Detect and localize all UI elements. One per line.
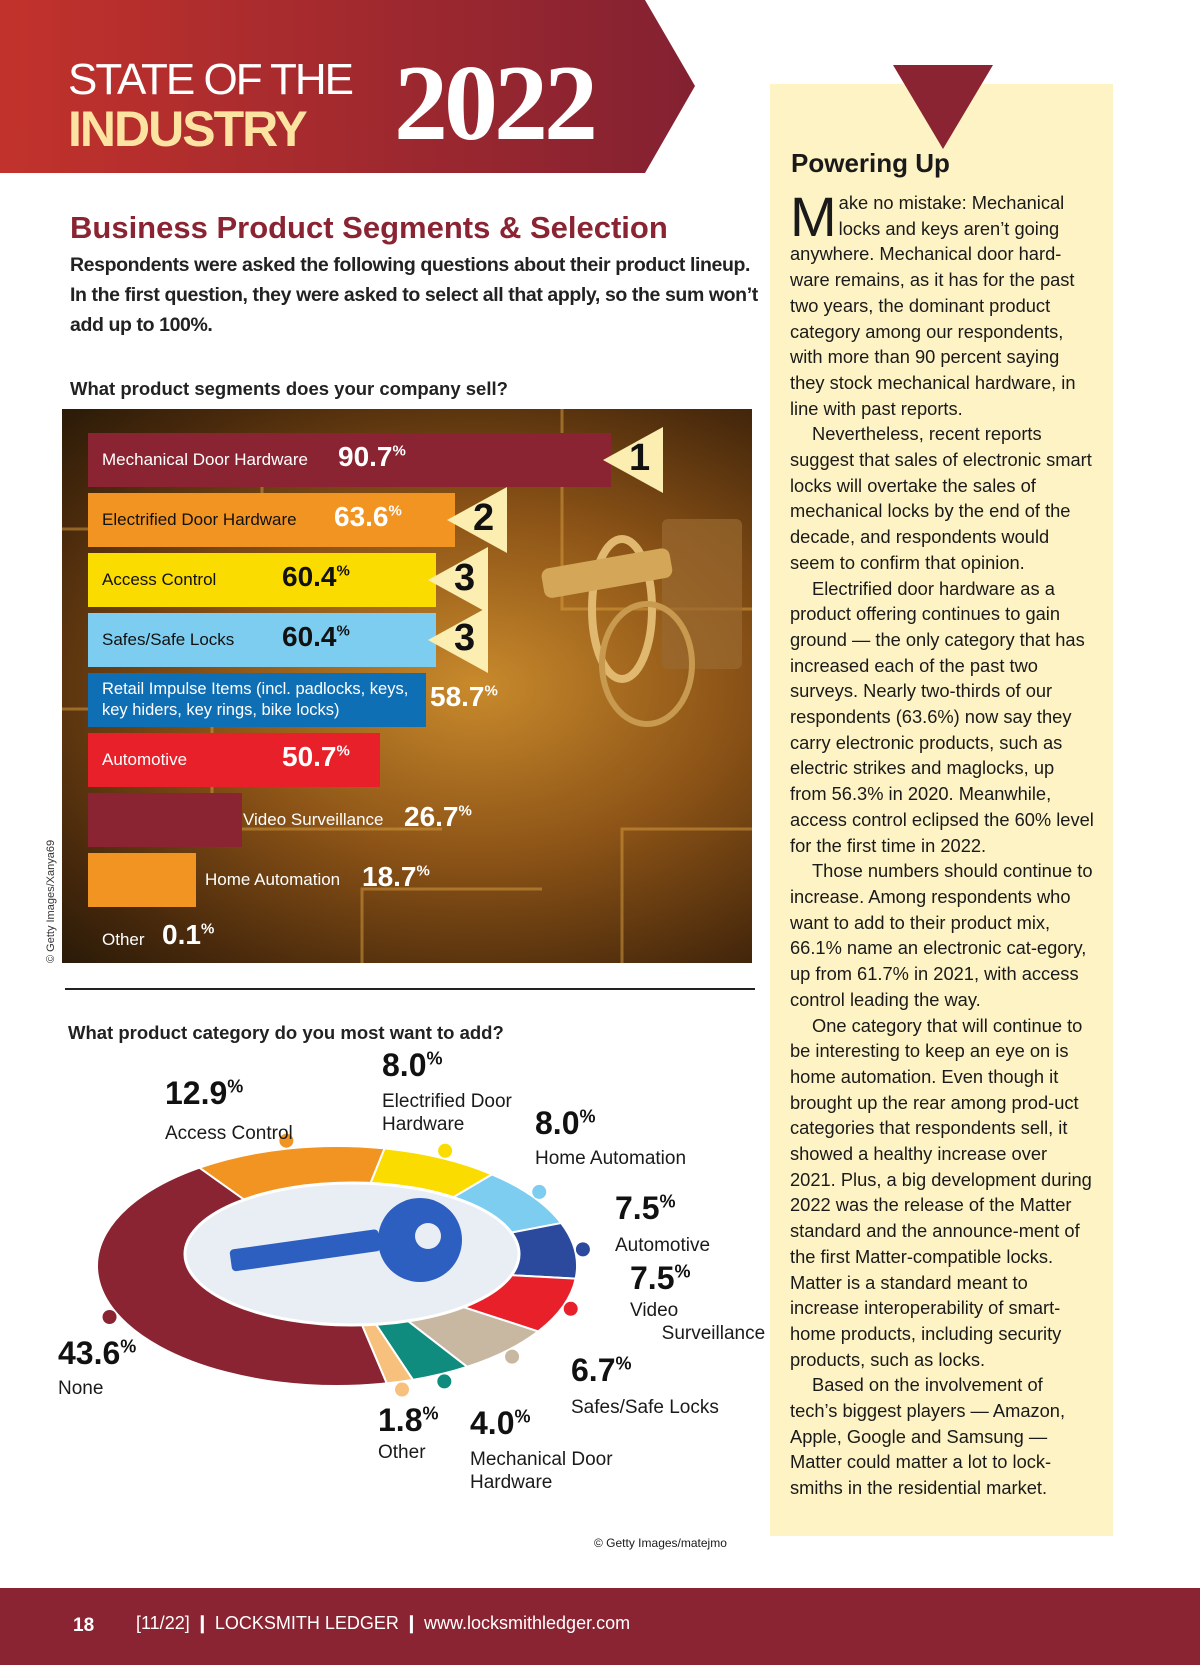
leader-dot (505, 1349, 520, 1364)
pie-value: 7.5% (630, 1260, 691, 1296)
paragraph: Electrified door hardware as a product o… (790, 577, 1094, 856)
triangle-decoration (893, 65, 993, 149)
bar: Safes/Safe Locks (88, 613, 436, 667)
bar-value: 26.7% (404, 801, 472, 832)
bar-label: Other (102, 930, 145, 949)
bar: Mechanical Door Hardware (88, 433, 611, 487)
section-intro: Respondents were asked the following que… (70, 254, 758, 336)
pie-chart-title: What product category do you most want t… (68, 1022, 504, 1043)
key-image (183, 1181, 521, 1327)
pie-value: 8.0% (382, 1047, 443, 1083)
pie-value: 43.6% (58, 1335, 137, 1371)
leader-dot (395, 1382, 410, 1397)
pie-value: 4.0% (470, 1405, 531, 1441)
pie-value: 8.0% (535, 1105, 596, 1141)
footer-info: [11/22] ❙ LOCKSMITH LEDGER ❙ www.locksmi… (136, 1613, 630, 1634)
bar-value: 0.1% (162, 919, 215, 950)
banner-line1: STATE OF THE (68, 55, 354, 104)
bar-label: Automotive (102, 750, 188, 769)
rank-number: 1 (629, 437, 651, 479)
sidebar-title: Powering Up (791, 148, 950, 178)
rank-badge (428, 547, 488, 613)
pie-label: Other (378, 1442, 426, 1463)
separator: ❙ (194, 1613, 210, 1633)
bar-label: Electrified Door Hardware (102, 510, 297, 529)
pie-label: Safes/Safe Locks (571, 1397, 719, 1418)
leader-dot (532, 1184, 547, 1199)
paragraph: Those numbers should continue to increas… (790, 860, 1093, 1010)
banner-line2: INDUSTRY (68, 101, 308, 157)
separator: ❙ (403, 1613, 419, 1633)
bar-label: Video Surveillance (243, 810, 384, 829)
pie-label: Mechanical Door Hardware (470, 1449, 613, 1493)
bar-value: 60.4% (282, 621, 350, 652)
rank-number: 3 (454, 557, 476, 599)
pie-label: Automotive (615, 1235, 711, 1256)
pie-label: Electrified Door Hardware (382, 1091, 512, 1135)
bar-value: 90.7% (338, 441, 406, 472)
pie-value: 6.7% (571, 1352, 632, 1388)
bar-value: 50.7% (282, 741, 350, 772)
header-banner (0, 0, 695, 173)
pie-label: Home Automation (535, 1148, 687, 1169)
rank-badge (447, 487, 507, 553)
bar: Automotive (88, 733, 380, 787)
footer: 18 [11/22] ❙ LOCKSMITH LEDGER ❙ www.lock… (0, 1588, 1200, 1665)
pie-label: None (58, 1378, 104, 1399)
pie-photo-credit: © Getty Images/matejmo (594, 1536, 727, 1550)
pie-value: 12.9% (165, 1075, 244, 1111)
leader-dot (437, 1374, 452, 1389)
pie-label: Access Control (165, 1123, 293, 1144)
paragraph: ake no mistake: Mechanical locks and key… (790, 192, 1076, 419)
section-title: Business Product Segments & Selection (70, 210, 668, 245)
photo-credit: © Getty Images/Xanya69 (45, 839, 57, 963)
pie-value: 7.5% (615, 1190, 676, 1226)
bar (88, 793, 242, 847)
divider (65, 988, 755, 990)
bar-label: Home Automation (205, 870, 341, 889)
bar-label: Safes/Safe Locks (102, 630, 235, 649)
issue-date: [11/22] (136, 1613, 190, 1633)
pie-value: 1.8% (378, 1402, 439, 1438)
leader-dot (575, 1242, 590, 1257)
bar-label: Retail Impulse Items (incl. padlocks, ke… (102, 680, 409, 719)
paragraph: Based on the involvement of tech’s bigge… (790, 1374, 1066, 1499)
sidebar (770, 84, 1113, 1536)
pie-label: Video Surveillance (630, 1300, 766, 1344)
bar-label: Access Control (102, 570, 217, 589)
bar-label: Mechanical Door Hardware (102, 450, 308, 469)
bar: Retail Impulse Items (incl. padlocks, ke… (88, 673, 426, 727)
bar-value: 63.6% (334, 501, 402, 532)
rank-number: 3 (454, 617, 476, 659)
rank-badge (428, 607, 488, 673)
pie-chart (96, 1133, 590, 1397)
page-number: 18 (73, 1615, 95, 1636)
rank-badge (603, 427, 663, 493)
paragraph: One category that will continue to be in… (790, 1014, 1092, 1370)
bar-chart: Mechanical Door Hardware 90.7% 1 Electrifie… (62, 409, 752, 963)
bar-value: 18.7% (362, 861, 430, 892)
publication-name: LOCKSMITH LEDGER (214, 1613, 399, 1633)
dropcap: M (790, 185, 837, 248)
bar-value: 58.7% (430, 681, 498, 712)
rank-number: 2 (473, 497, 495, 539)
bar: Electrified Door Hardware (88, 493, 455, 547)
website-link[interactable]: www.locksmithledger.com (424, 1613, 631, 1633)
leader-dot (438, 1143, 453, 1158)
paragraph: Nevertheless, recent reports suggest tha… (790, 423, 1092, 573)
bar: Access Control (88, 553, 436, 607)
bar-value: 60.4% (282, 561, 350, 592)
bar-chart-title: What product segments does your company … (70, 378, 508, 399)
leader-dot (279, 1133, 294, 1148)
leader-dot (563, 1301, 578, 1316)
bar (88, 853, 196, 907)
leader-dot (102, 1309, 117, 1324)
banner-year: 2022 (394, 44, 598, 163)
